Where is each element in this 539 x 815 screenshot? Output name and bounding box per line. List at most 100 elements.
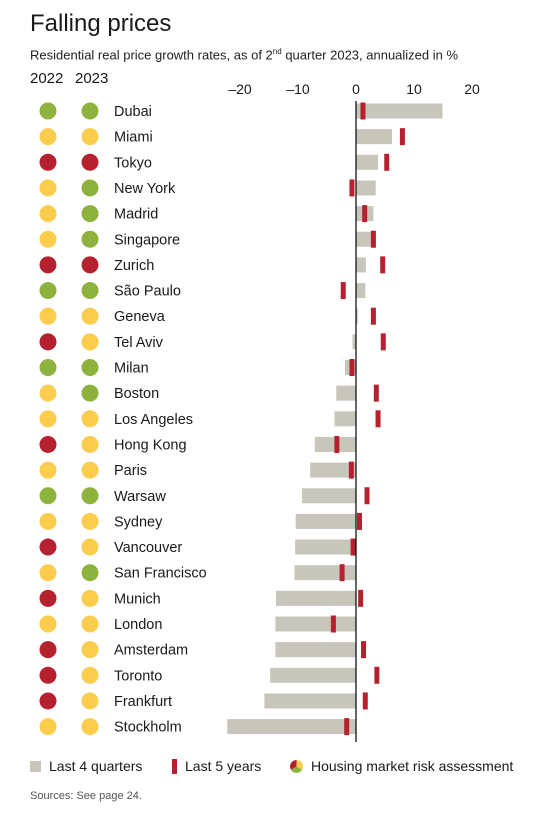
x-tick-label: 10 xyxy=(406,81,422,97)
risk-dot-2022 xyxy=(39,718,57,736)
bar-last-4-quarters xyxy=(275,616,356,632)
risk-dot-2023 xyxy=(81,692,99,710)
city-label: Miami xyxy=(114,130,153,146)
marker-last-5-years xyxy=(340,282,346,300)
city-label: Sydney xyxy=(114,514,163,530)
bar-last-4-quarters xyxy=(356,129,392,145)
bar-last-4-quarters xyxy=(310,462,356,478)
marker-last-5-years xyxy=(361,641,367,659)
legend-last5-label: Last 5 years xyxy=(185,758,262,774)
risk-dot-2023 xyxy=(81,153,99,171)
risk-dot-2023 xyxy=(81,205,99,223)
bar-last-4-quarters xyxy=(356,257,366,273)
risk-dot-2022 xyxy=(39,410,57,428)
subtitle-superscript: nd xyxy=(272,47,282,56)
marker-last-5-years xyxy=(399,128,405,146)
risk-dot-2023 xyxy=(81,435,99,453)
city-label: Los Angeles xyxy=(114,412,193,428)
risk-dot-2023 xyxy=(81,256,99,274)
risk-dot-2022 xyxy=(39,153,57,171)
bar-last-4-quarters xyxy=(295,539,356,555)
risk-dot-2022 xyxy=(39,230,57,248)
risk-dot-2022 xyxy=(39,589,57,607)
risk-dot-2022 xyxy=(39,256,57,274)
bar-last-4-quarters xyxy=(356,180,376,196)
marker-last-5-years xyxy=(356,512,362,530)
bar-last-4-quarters xyxy=(356,103,443,119)
legend-risk-label: Housing market risk assessment xyxy=(311,758,514,774)
city-label: Singapore xyxy=(114,232,180,248)
city-label: Boston xyxy=(114,386,159,402)
chart-subtitle: Residential real price growth rates, as … xyxy=(30,47,458,62)
marker-last-5-years xyxy=(330,615,336,633)
marker-last-5-years xyxy=(334,435,340,453)
risk-dot-2022 xyxy=(39,666,57,684)
risk-dot-2022 xyxy=(39,384,57,402)
marker-last-5-years xyxy=(374,666,380,684)
risk-pie-icon xyxy=(290,759,303,773)
subtitle-text-end: quarter 2023, annualized in % xyxy=(281,47,459,63)
marker-last-5-years xyxy=(380,333,386,351)
marker-last-5-years xyxy=(349,179,355,197)
city-label: Frankfurt xyxy=(114,694,172,710)
marker-last-5-years xyxy=(370,307,376,325)
marker-last-5-years xyxy=(344,718,350,736)
city-label: Amsterdam xyxy=(114,643,188,659)
chart-title: Falling prices xyxy=(30,10,172,37)
risk-dot-2022 xyxy=(39,641,57,659)
city-label: Munich xyxy=(114,591,161,607)
risk-dot-2023 xyxy=(81,359,99,376)
marker-last-5-years xyxy=(370,230,376,248)
bar-last-4-quarters xyxy=(356,231,372,247)
sources-note: Sources: See page 24. xyxy=(30,790,142,802)
legend-last5: Last 5 years xyxy=(172,758,261,774)
risk-dot-2023 xyxy=(81,641,99,659)
bar-last-4-quarters xyxy=(356,283,366,299)
marker-last-5-years xyxy=(375,410,381,428)
city-label: Dubai xyxy=(114,104,152,120)
risk-dot-2022 xyxy=(39,564,57,582)
bar-last-4-quarters xyxy=(275,590,356,606)
risk-dot-2023 xyxy=(81,128,99,146)
marker-last-5-years xyxy=(358,589,364,607)
city-label: Paris xyxy=(114,463,147,479)
city-label: London xyxy=(114,617,162,633)
year-label-2023: 2023 xyxy=(75,70,109,87)
city-label: Vancouver xyxy=(114,540,182,556)
city-label: Stockholm xyxy=(114,720,182,736)
city-label: São Paulo xyxy=(114,284,181,300)
risk-dot-2023 xyxy=(81,333,99,351)
risk-dot-2022 xyxy=(39,692,57,710)
city-label: Zurich xyxy=(114,258,154,274)
x-tick-label: –10 xyxy=(286,81,310,97)
marker-last-5-years xyxy=(350,538,356,556)
risk-dot-2022 xyxy=(39,102,57,120)
x-tick-label: 0 xyxy=(352,81,360,97)
risk-dot-2022 xyxy=(39,461,57,479)
risk-dot-2023 xyxy=(81,512,99,530)
city-label: Geneva xyxy=(114,309,166,325)
marker-last-5-years xyxy=(364,487,370,505)
risk-dot-2022 xyxy=(39,282,57,300)
bar-last-4-quarters xyxy=(275,642,356,658)
city-label: Hong Kong xyxy=(114,437,187,453)
bar-last-4-quarters xyxy=(356,308,358,324)
bar-last-4-quarters xyxy=(302,488,356,504)
city-label: New York xyxy=(114,181,176,197)
legend-last4-label: Last 4 quarters xyxy=(49,758,143,774)
bar-last-4-quarters xyxy=(356,154,379,170)
legend-last4-swatch xyxy=(30,760,41,772)
risk-dot-2023 xyxy=(81,410,99,428)
marker-last-5-years xyxy=(362,692,368,710)
x-tick-label: 20 xyxy=(464,81,480,97)
risk-dot-2022 xyxy=(39,435,57,453)
bar-last-4-quarters xyxy=(227,719,356,735)
risk-dot-2023 xyxy=(81,589,99,607)
year-label-2022: 2022 xyxy=(30,70,64,87)
risk-dot-2022 xyxy=(39,307,57,325)
bar-last-4-quarters xyxy=(270,667,356,683)
risk-dot-2023 xyxy=(81,666,99,684)
risk-dot-2022 xyxy=(39,487,57,505)
risk-dot-2022 xyxy=(39,333,57,351)
